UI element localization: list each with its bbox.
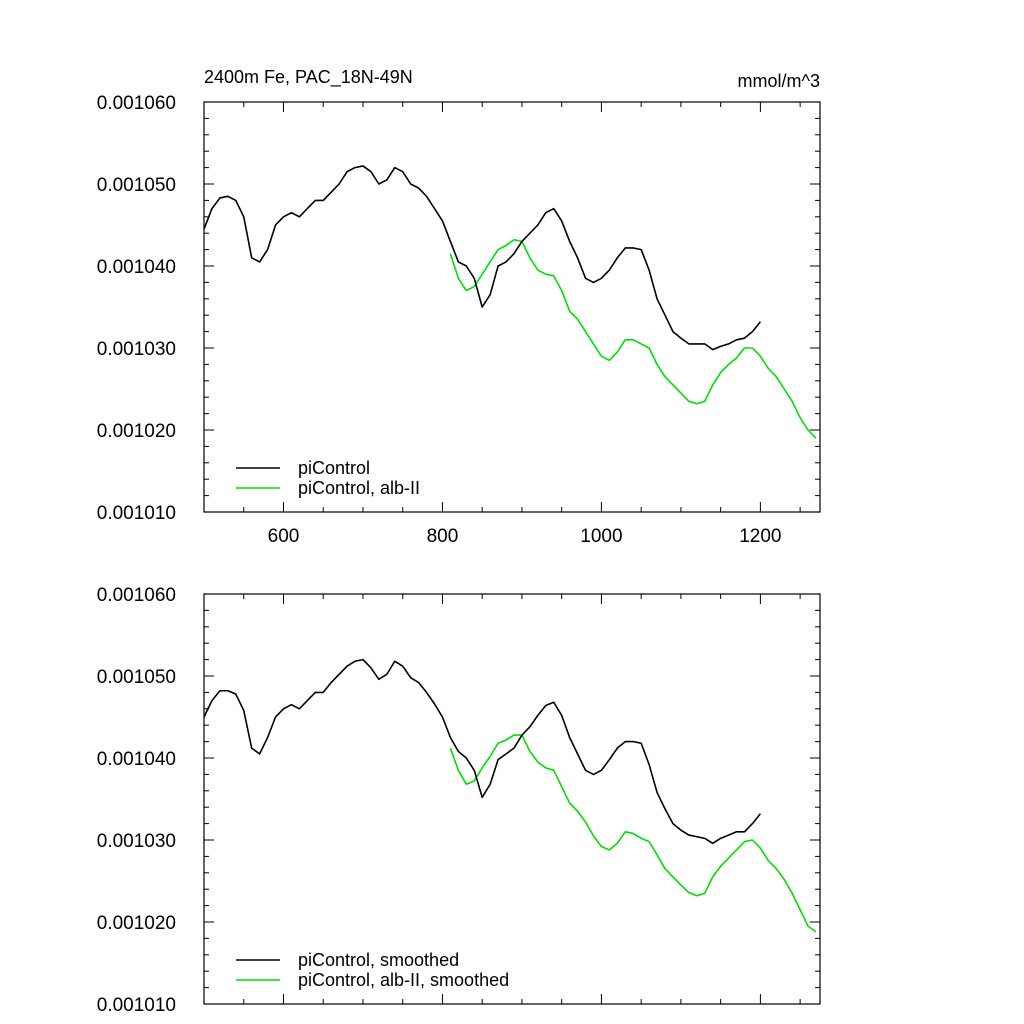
plot-frame	[203, 593, 821, 1005]
x-tick-label: 800	[427, 526, 459, 547]
y-tick-label: 0.001040	[97, 749, 176, 770]
x-tick-label: 1200	[739, 526, 781, 547]
series-line-picontrol-alb-ii-smoothed	[449, 734, 817, 933]
legend-label: piControl, alb-II	[298, 478, 420, 498]
y-tick-label: 0.001020	[97, 913, 176, 934]
y-tick-label: 0.001020	[97, 421, 176, 442]
y-tick-label: 0.001010	[97, 503, 176, 524]
legend-label: piControl, smoothed	[298, 950, 459, 970]
y-tick-label: 0.001050	[97, 175, 176, 196]
units-label: mmol/m^3	[738, 71, 820, 91]
y-tick-label: 0.001060	[97, 585, 176, 606]
plot-frame	[203, 101, 821, 513]
series-line-picontrol	[203, 165, 762, 351]
series-line-picontrol-smoothed	[203, 658, 762, 845]
y-tick-label: 0.001030	[97, 339, 176, 360]
x-tick-label: 1000	[580, 526, 622, 547]
y-tick-label: 0.001010	[97, 995, 176, 1016]
panel-title: 2400m Fe, PAC_18N-49N	[204, 67, 413, 88]
y-tick-label: 0.001050	[97, 667, 176, 688]
y-tick-label: 0.001030	[97, 831, 176, 852]
y-tick-label: 0.001040	[97, 257, 176, 278]
legend-label: piControl	[298, 458, 370, 478]
legend-label: piControl, alb-II, smoothed	[298, 970, 509, 990]
y-tick-label: 0.001060	[97, 93, 176, 114]
bottom-panel: 0.001010 0.001020 0.001030 0.001040 0.001050…	[97, 585, 821, 1016]
top-panel: 2400m Fe, PAC_18N-49N mmol/m^3 600 800 100…	[97, 67, 821, 547]
series-line-picontrol-alb-ii	[449, 238, 817, 439]
x-tick-label: 600	[268, 526, 300, 547]
